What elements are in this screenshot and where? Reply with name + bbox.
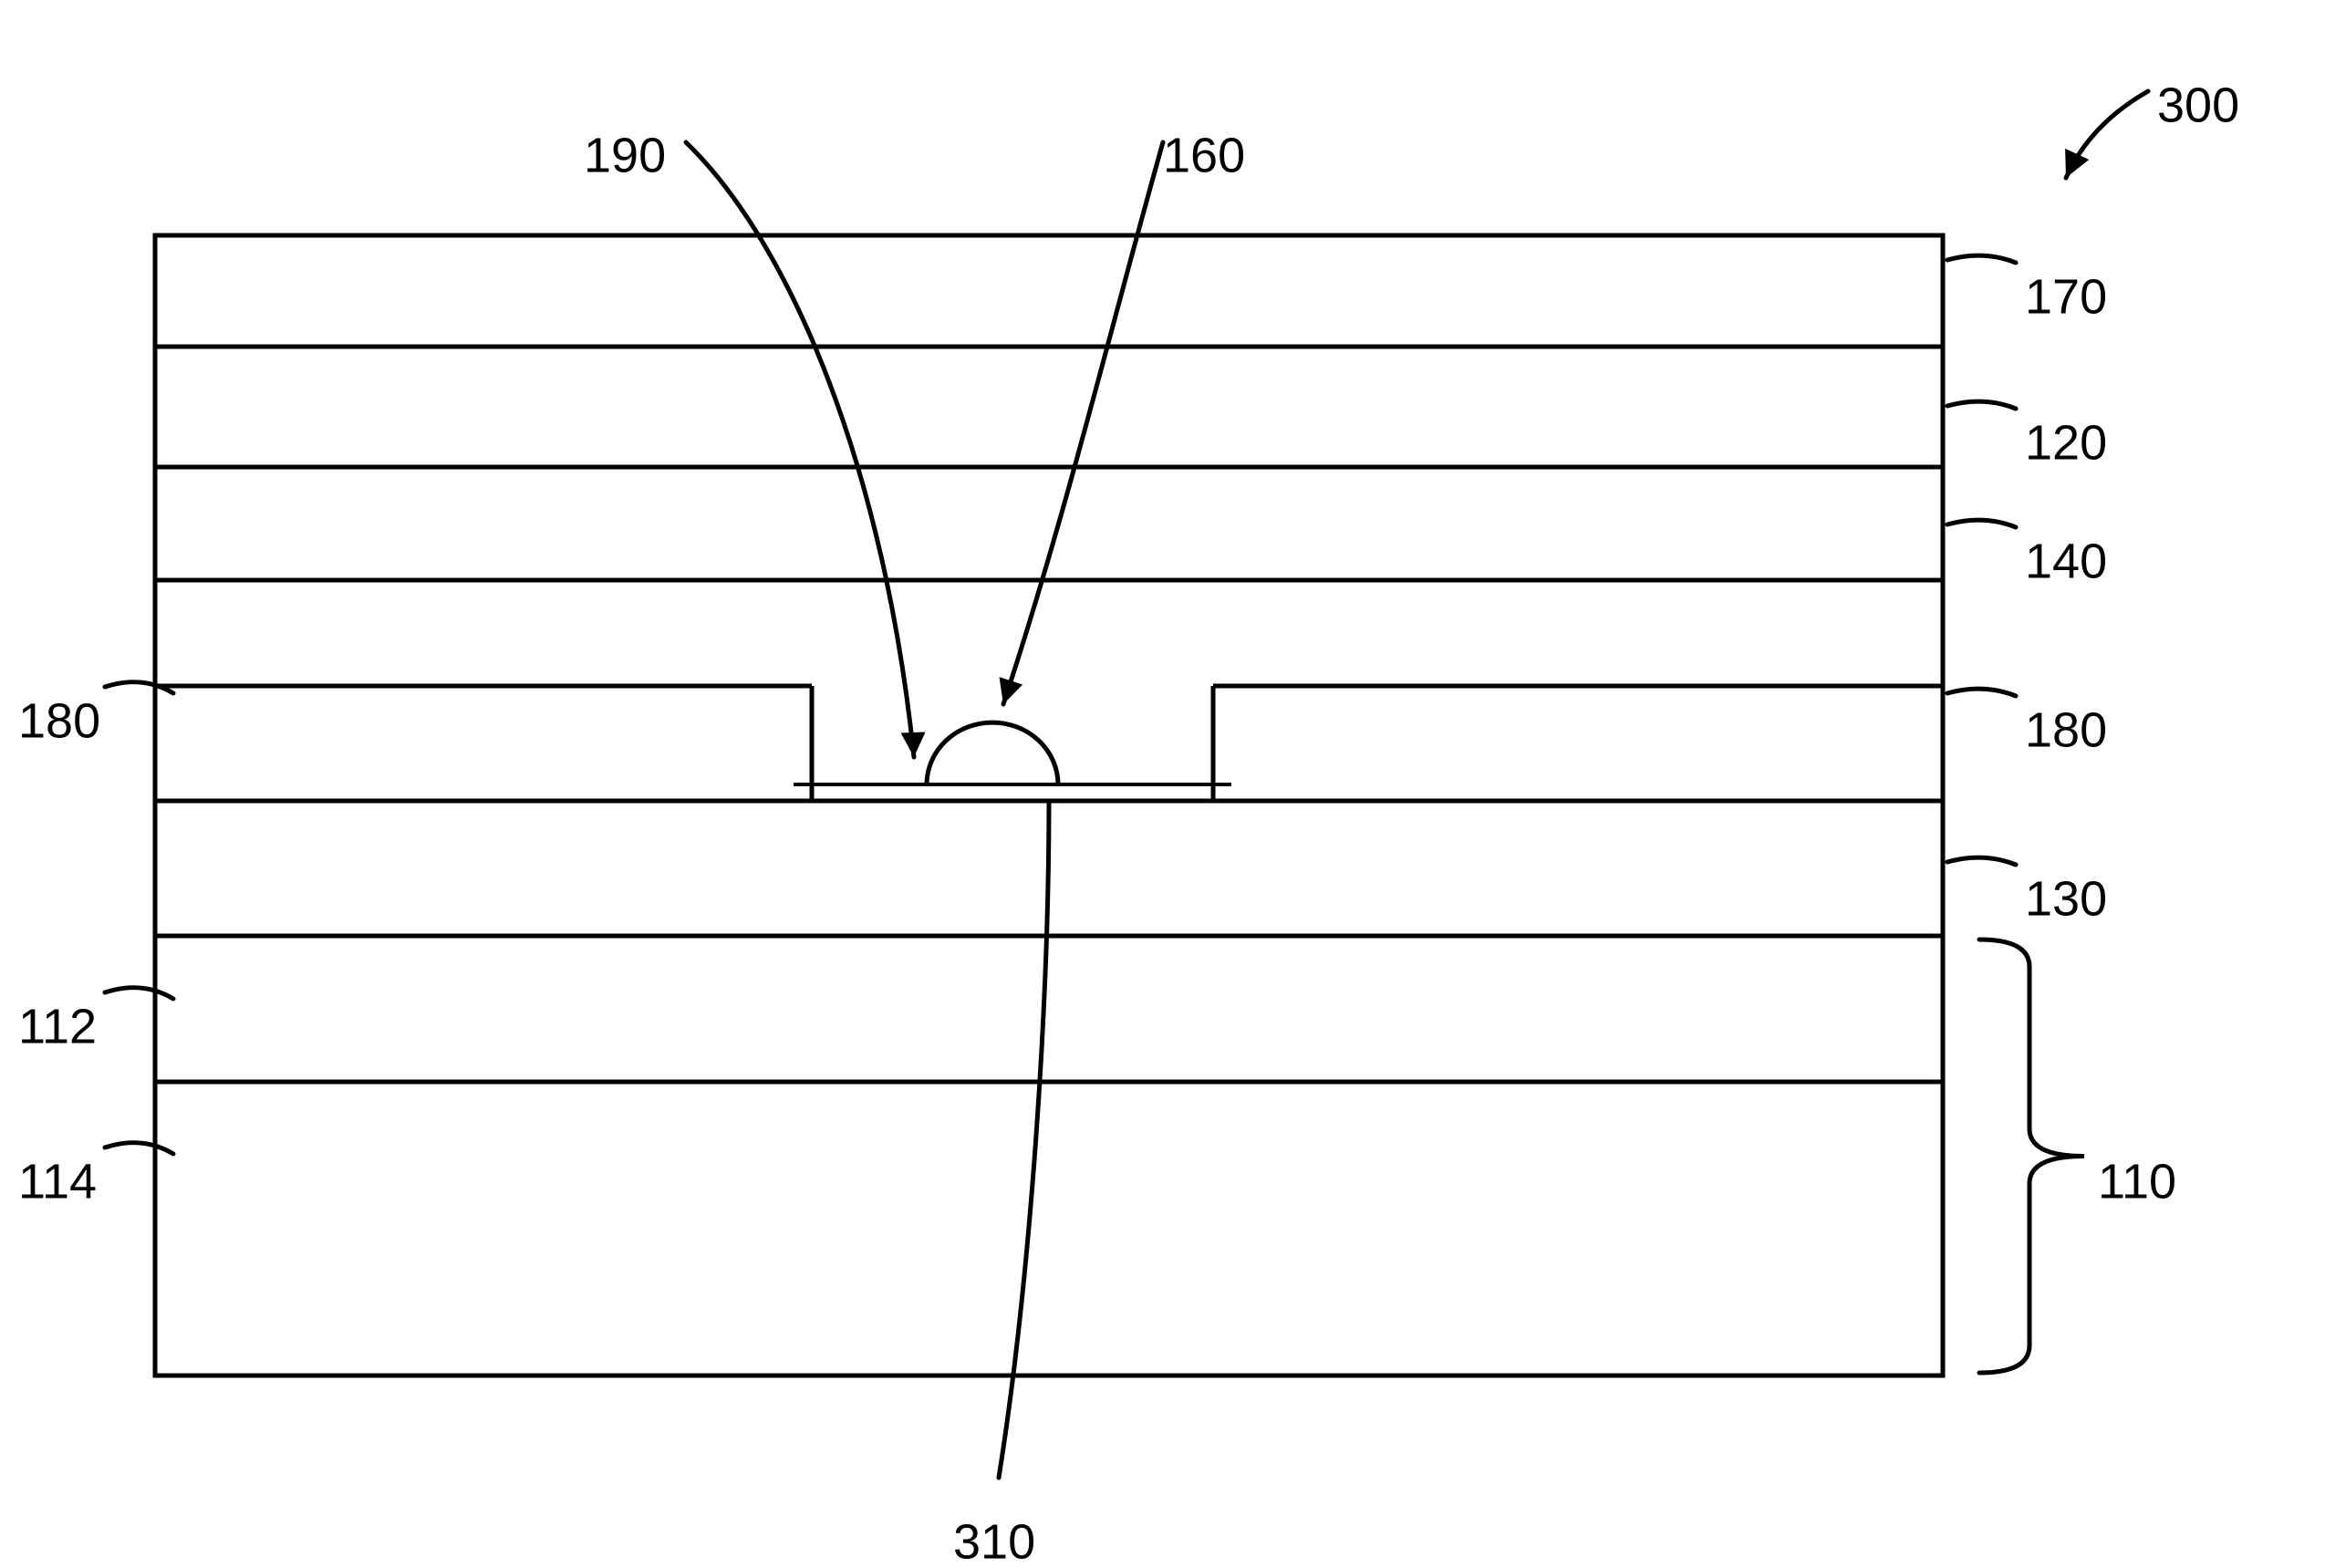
tick-170 [1947,255,2016,263]
leader-160 [1003,142,1163,704]
label-180l: 180 [18,693,100,748]
tick-114 [105,1143,173,1154]
label-120: 120 [2025,415,2107,470]
tick-120 [1947,401,2016,409]
label-190: 190 [584,128,666,182]
label-112: 112 [18,999,97,1054]
label-140: 140 [2025,534,2107,588]
label-130: 130 [2025,871,2107,926]
label-160: 160 [1163,128,1245,182]
arrowhead [1000,677,1023,704]
tick-130 [1947,857,2016,865]
brace-110 [1979,940,2084,1373]
arrowhead [901,732,926,757]
tick-180-right [1947,689,2016,696]
patent-figure: 110 112 114 120 130 140 160 170 190 300 310 180 180 [0,0,2325,1568]
label-310: 310 [953,1514,1035,1568]
label-300: 300 [2157,78,2239,132]
label-170: 170 [2025,269,2107,324]
label-110: 110 [2098,1154,2176,1209]
tick-112 [105,988,173,999]
label-114: 114 [18,1154,97,1209]
tick-140 [1947,520,2016,527]
dome-160 [927,722,1058,784]
label-180r: 180 [2025,702,2107,757]
